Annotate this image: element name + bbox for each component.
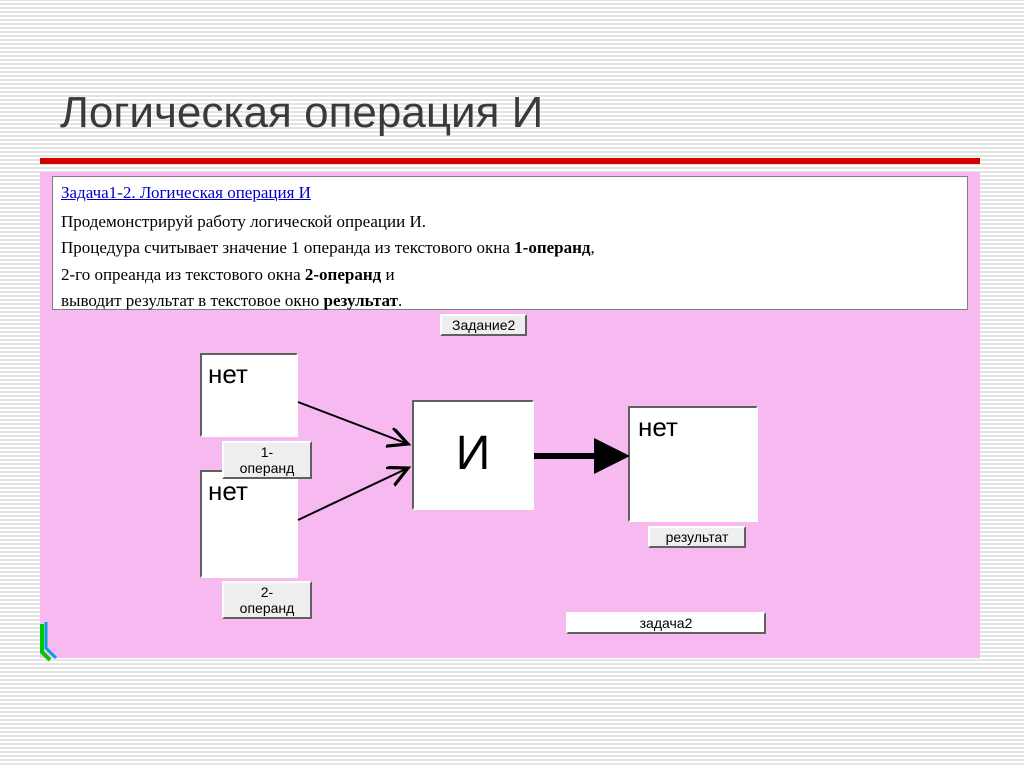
desc-text: выводит результат в текстовое окно bbox=[61, 291, 324, 310]
slide-title: Логическая операция И bbox=[60, 88, 543, 138]
desc-text: . bbox=[398, 291, 402, 310]
description-line-4: выводит результат в текстовое окно резул… bbox=[61, 288, 959, 314]
operand1-label-button[interactable]: 1-операнд bbox=[222, 441, 312, 479]
operand2-box[interactable]: нет bbox=[200, 470, 298, 578]
desc-bold-operand2: 2-операнд bbox=[305, 265, 381, 284]
desc-text: 2-го опреанда из текстового окна bbox=[61, 265, 305, 284]
title-underline bbox=[40, 158, 980, 164]
desc-text: , bbox=[591, 238, 595, 257]
operator-box: И bbox=[412, 400, 534, 510]
operand2-label-button[interactable]: 2-операнд bbox=[222, 581, 312, 619]
description-line-3: 2-го опреанда из текстового окна 2-опера… bbox=[61, 262, 959, 288]
desc-bold-result: результат bbox=[324, 291, 398, 310]
corner-accent-icon bbox=[40, 622, 64, 662]
description-line-2: Процедура считывает значение 1 операнда … bbox=[61, 235, 959, 261]
description-line-1: Продемонстрируй работу логической опреац… bbox=[61, 209, 959, 235]
result-label-button[interactable]: результат bbox=[648, 526, 746, 548]
description-title: Задача1-2. Логическая операция И bbox=[61, 183, 959, 203]
description-box: Задача1-2. Логическая операция И Продемо… bbox=[52, 176, 968, 310]
operand1-box[interactable]: нет bbox=[200, 353, 298, 437]
task-button-top[interactable]: Задание2 bbox=[440, 314, 527, 336]
result-box[interactable]: нет bbox=[628, 406, 758, 522]
desc-text: Процедура считывает значение 1 операнда … bbox=[61, 238, 514, 257]
desc-bold-operand1: 1-операнд bbox=[514, 238, 590, 257]
task-button-bottom[interactable]: задача2 bbox=[566, 612, 766, 634]
desc-text: и bbox=[381, 265, 394, 284]
